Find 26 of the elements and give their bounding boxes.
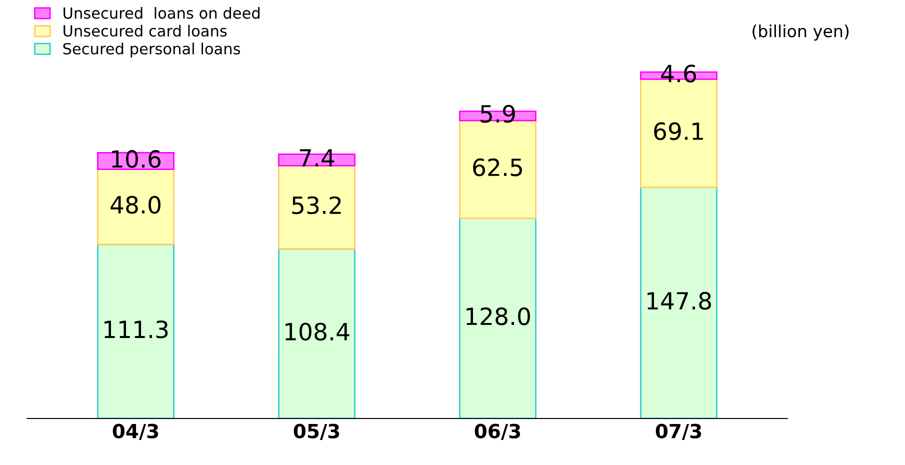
bar <box>459 218 536 418</box>
data-label: 111.3 <box>104 320 168 338</box>
data-label: 48.0 <box>110 196 160 214</box>
bar <box>278 248 356 418</box>
bar <box>97 168 174 246</box>
data-label: 5.9 <box>480 104 515 123</box>
x-tick-label: 07/3 <box>656 424 702 440</box>
bar <box>640 186 718 418</box>
data-label: 53.2 <box>292 196 341 214</box>
data-label: 7.4 <box>300 149 334 166</box>
data-label: 69.1 <box>654 122 703 140</box>
text: (billion yen) <box>752 24 849 41</box>
bar <box>97 244 174 418</box>
data-label: 128.0 <box>466 307 530 326</box>
data-label: 147.8 <box>648 292 711 310</box>
data-label: 4.6 <box>661 64 696 82</box>
x-tick-label: 05/3 <box>294 424 340 440</box>
legend-label: Secured personal loans <box>63 42 240 58</box>
x-tick-label: 04/3 <box>112 424 158 440</box>
x-tick-label: 06/3 <box>474 424 520 440</box>
bar <box>278 165 356 250</box>
legend-label: Unsecured card loans <box>64 24 227 37</box>
data-label: 62.5 <box>473 158 522 176</box>
data-label: 108.4 <box>286 322 350 341</box>
data-label: 10.6 <box>112 150 161 168</box>
legend-label: Unsecured loans on deed <box>64 6 260 19</box>
